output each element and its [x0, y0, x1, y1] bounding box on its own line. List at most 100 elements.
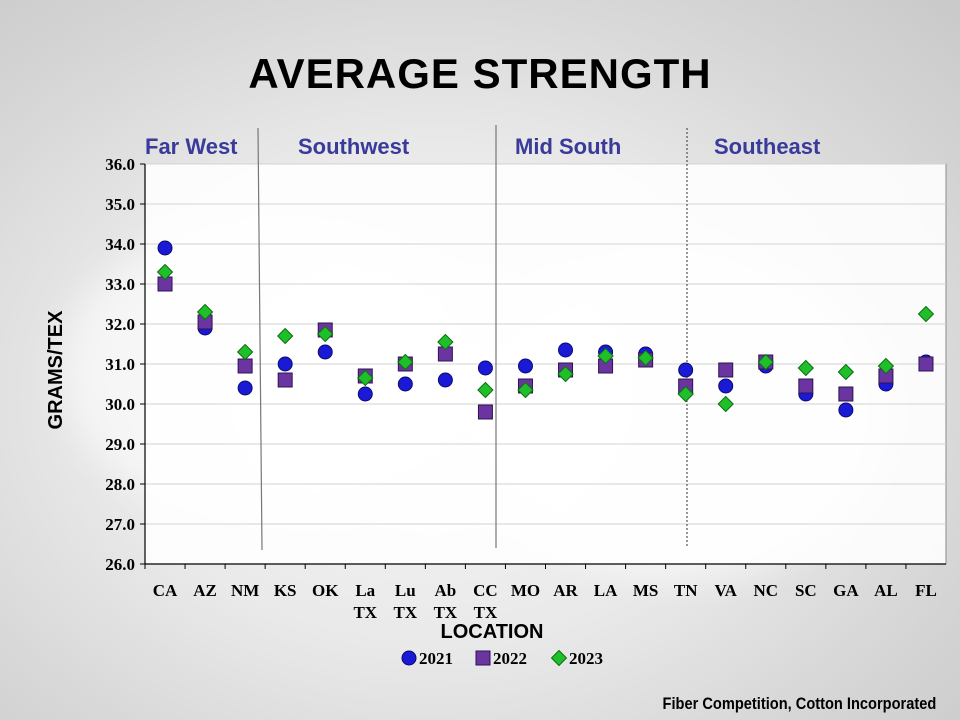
x-tick-label: Ab TX	[434, 581, 458, 622]
data-point-2023	[477, 381, 494, 399]
data-point-2021	[277, 356, 293, 372]
x-tick-label-line: Lu	[395, 581, 416, 600]
x-tick-label-line: MS	[633, 581, 659, 600]
data-point-2021	[397, 376, 413, 392]
data-point-2023	[517, 381, 534, 399]
legend-marker-2023	[550, 649, 568, 667]
data-point-2023	[917, 305, 935, 323]
data-point-2021	[157, 240, 173, 256]
x-axis-label: LOCATION	[441, 621, 544, 643]
data-point-2023	[397, 353, 414, 371]
x-tick-label: OK	[312, 581, 339, 600]
data-point-2023	[597, 347, 614, 365]
y-tick-label: 34.0	[105, 235, 135, 254]
y-tick-label: 26.0	[105, 555, 135, 574]
x-tick-label: NM	[231, 581, 259, 600]
x-tick-label: La TX	[353, 581, 377, 622]
y-tick-label: 30.0	[105, 395, 135, 414]
data-point-2023	[717, 395, 734, 413]
x-tick-label-line: SC	[795, 581, 817, 600]
y-tick-label: 29.0	[105, 435, 135, 454]
legend-label-2022: 2022	[493, 649, 527, 668]
x-tick-label-line: AR	[553, 581, 578, 600]
data-point-2022	[477, 404, 493, 420]
y-tick-label: 32.0	[105, 315, 135, 334]
y-tick-label: 27.0	[105, 515, 135, 534]
x-tick-label: Lu TX	[394, 581, 418, 622]
data-point-2022	[798, 378, 814, 394]
data-point-2021	[678, 362, 694, 378]
y-tick-label: 28.0	[105, 475, 135, 494]
data-point-2023	[236, 343, 254, 361]
y-axis-label: GRAMS/TEX	[45, 310, 67, 430]
y-tick-label: 36.0	[105, 155, 135, 174]
region-label-southeast: Southeast	[714, 134, 821, 159]
source-credit: Fiber Competition, Cotton Incorporated	[662, 694, 936, 713]
legend-marker-2021	[401, 650, 417, 666]
x-tick-label-line: TX	[394, 603, 418, 622]
x-tick-label: TN	[674, 581, 698, 600]
x-tick-label: LA	[594, 581, 618, 600]
y-tick-label: 35.0	[105, 195, 135, 214]
data-point-2021	[357, 386, 373, 402]
x-tick-label-line: Ab	[435, 581, 457, 600]
data-point-2023	[276, 327, 294, 345]
x-tick-label-line: OK	[312, 581, 339, 600]
x-tick-label-line: TX	[434, 603, 458, 622]
x-tick-label: KS	[274, 581, 297, 600]
x-tick-label-line: MO	[511, 581, 540, 600]
data-point-2022	[918, 356, 934, 372]
data-point-2023	[797, 359, 815, 377]
y-tick-label: 33.0	[105, 275, 135, 294]
data-point-2022	[718, 362, 734, 378]
data-point-2021	[317, 344, 333, 360]
data-point-2021	[517, 358, 533, 374]
region-label-mid-south: Mid South	[515, 134, 622, 159]
data-point-2022	[838, 386, 854, 402]
data-point-2023	[196, 303, 214, 321]
legend-label-2023: 2023	[569, 649, 603, 668]
data-point-2023	[437, 333, 454, 351]
data-point-2023	[557, 365, 574, 383]
x-tick-label-line: NM	[231, 581, 259, 600]
x-tick-label: CC TX	[473, 581, 498, 622]
x-tick-label: SC	[795, 581, 817, 600]
x-tick-label-line: La	[355, 581, 375, 600]
x-tick-label-line: FL	[915, 581, 937, 600]
data-point-2022	[237, 358, 253, 374]
x-tick-label-line: TX	[474, 603, 498, 622]
y-tick-label: 31.0	[105, 355, 135, 374]
x-tick-label: FL	[915, 581, 937, 600]
legend-label-2021: 2021	[419, 649, 453, 668]
x-tick-label-line: GA	[833, 581, 859, 600]
x-tick-label-line: CA	[153, 581, 178, 600]
x-tick-label: VA	[715, 581, 738, 600]
x-tick-label: AL	[874, 581, 898, 600]
x-tick-label: GA	[833, 581, 859, 600]
x-tick-label-line: NC	[753, 581, 778, 600]
x-tick-label: CA	[153, 581, 178, 600]
x-tick-label-line: KS	[274, 581, 297, 600]
chart-title: AVERAGE STRENGTH	[248, 50, 712, 97]
x-tick-label: NC	[753, 581, 778, 600]
data-point-2021	[558, 342, 574, 358]
data-point-2023	[757, 353, 774, 371]
x-tick-label-line: TX	[353, 603, 377, 622]
data-point-2023	[156, 263, 174, 281]
x-tick-label: MS	[633, 581, 659, 600]
data-point-2021	[838, 402, 854, 418]
data-point-2023	[357, 369, 374, 387]
data-point-2021	[437, 372, 453, 388]
x-tick-label: AR	[553, 581, 578, 600]
data-point-2023	[637, 349, 654, 367]
data-point-2021	[718, 378, 734, 394]
x-tick-label: AZ	[193, 581, 217, 600]
x-tick-label-line: TN	[674, 581, 698, 600]
x-tick-label-line: AZ	[193, 581, 217, 600]
x-tick-label-line: VA	[715, 581, 738, 600]
x-tick-label: MO	[511, 581, 540, 600]
x-tick-label-line: AL	[874, 581, 898, 600]
region-label-southwest: Southwest	[298, 134, 410, 159]
data-point-2021	[237, 380, 253, 396]
